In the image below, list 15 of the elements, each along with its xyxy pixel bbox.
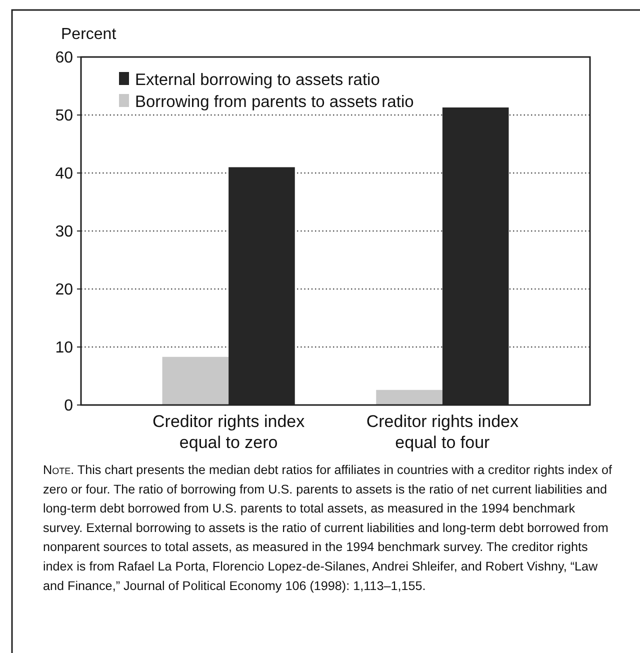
bar	[376, 390, 442, 405]
y-tick-label: 60	[55, 50, 74, 67]
text: Note. This chart presents the median debt ratios for affiliates in countries with a creditor rights index of zero or four. The ratio of borrowing from U.S. parents to assets is the ratio of net current liabilities and long-term debt borrowed from U.S. parents to total assets, as measured in the 1994 benchmark survey. External borrowing to assets is the ratio of current liabilities and long-term debt borrowed from nonparent sources to total assets, as measured in the 1994 benchmark survey. The creditor rights index is from Rafael La Porta, Florencio Lopez-de-Silanes, Andrei Shleifer, and Robert Vishny, “Law and Finance,” Journal of Political Economy 106 (1998): 1,113–1,155.	[43, 463, 612, 593]
y-tick-label: 50	[55, 108, 74, 125]
bar	[162, 356, 229, 405]
legend-label: Borrowing from parents to assets ratio	[135, 92, 414, 111]
y-tick-label: 30	[55, 224, 74, 241]
x-tick-label: Creditor rights index equal to zero	[152, 412, 306, 452]
y-tick-label: 20	[55, 282, 74, 299]
x-tick-label: Creditor rights index equal to four	[366, 412, 519, 452]
y-tick-label: 10	[55, 340, 74, 357]
y-tick-label: 40	[55, 166, 74, 183]
y-axis-title: Percent	[61, 26, 117, 43]
legend-label: External borrowing to assets ratio	[135, 70, 380, 89]
y-tick-label: 0	[64, 398, 74, 415]
